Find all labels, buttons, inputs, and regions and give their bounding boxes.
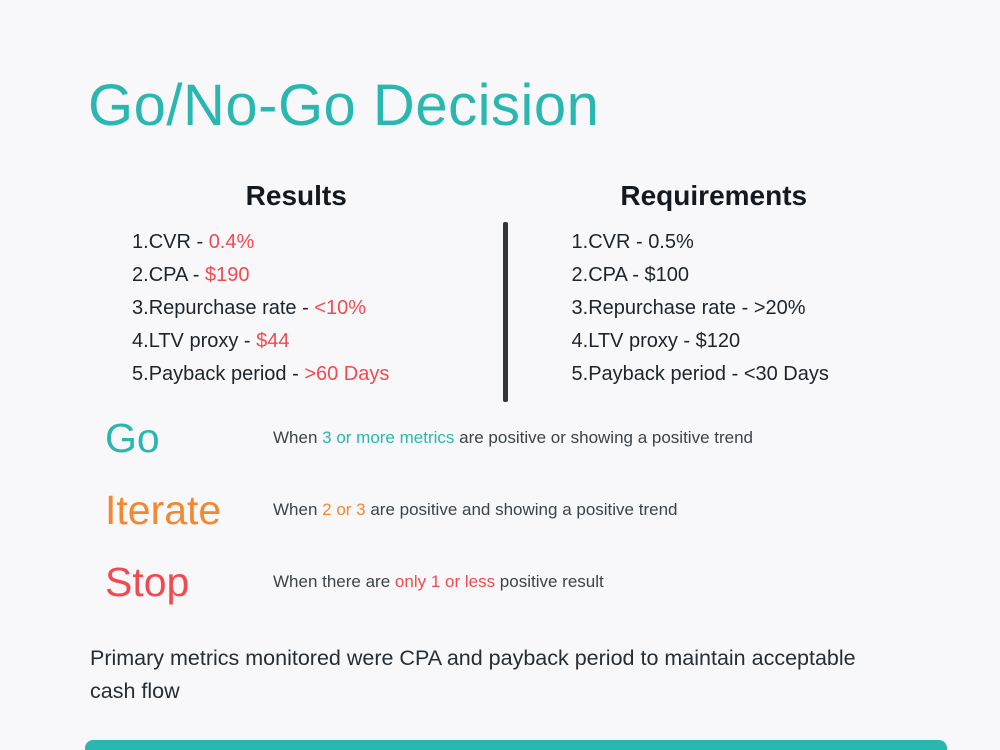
metric-value: $120	[695, 330, 741, 352]
list-item: Payback period - <30 Days	[572, 358, 921, 391]
metric-label: CVR -	[148, 231, 209, 253]
decision-row-stop: Stop When there are only 1 or less posit…	[105, 558, 945, 606]
metric-value: >20%	[753, 297, 806, 319]
desc-highlight: 3 or more metrics	[322, 428, 455, 447]
desc-highlight: 2 or 3	[322, 500, 366, 519]
desc-suffix: are positive or showing a positive trend	[454, 428, 753, 447]
page-title: Go/No-Go Decision	[88, 73, 600, 138]
metric-value: $100	[644, 264, 690, 286]
metric-label: Repurchase rate -	[148, 297, 315, 319]
decision-row-iterate: Iterate When 2 or 3 are positive and sho…	[105, 486, 945, 534]
requirements-list: CVR - 0.5% CPA - $100 Repurchase rate - …	[508, 226, 921, 391]
metric-value: $44	[256, 330, 290, 352]
metric-value: $190	[205, 264, 250, 286]
metric-value: 0.5%	[648, 231, 694, 253]
results-heading: Results	[245, 180, 347, 211]
metric-label: CPA -	[588, 264, 645, 286]
list-item: Repurchase rate - <10%	[132, 292, 503, 325]
metric-value: <10%	[314, 297, 367, 319]
results-column: Results CVR - 0.4% CPA - $190 Repurchase…	[90, 180, 503, 402]
iterate-description: When 2 or 3 are positive and showing a p…	[273, 500, 677, 520]
list-item: CPA - $100	[572, 259, 921, 292]
list-item: LTV proxy - $44	[132, 325, 503, 358]
decision-row-go: Go When 3 or more metrics are positive o…	[105, 414, 945, 462]
list-item: CVR - 0.5%	[572, 226, 921, 259]
decision-rules: Go When 3 or more metrics are positive o…	[105, 414, 945, 630]
metric-label: CVR -	[588, 231, 649, 253]
desc-suffix: positive result	[495, 572, 604, 591]
bottom-accent-bar	[85, 740, 947, 750]
go-label: Go	[105, 415, 160, 461]
metric-label: Payback period -	[588, 363, 744, 385]
metric-label: Repurchase rate -	[588, 297, 754, 319]
list-item: CVR - 0.4%	[132, 226, 503, 259]
column-divider	[502, 222, 508, 402]
metric-label: LTV proxy -	[148, 330, 257, 352]
list-item: CPA - $190	[132, 259, 503, 292]
results-list: CVR - 0.4% CPA - $190 Repurchase rate - …	[90, 226, 503, 391]
requirements-heading: Requirements	[620, 180, 808, 211]
stop-description: When there are only 1 or less positive r…	[273, 572, 604, 592]
metric-label: Payback period -	[148, 363, 305, 385]
desc-prefix: When	[273, 500, 323, 519]
metric-value: <30 Days	[743, 363, 829, 385]
iterate-label: Iterate	[105, 487, 222, 533]
metric-value: >60 Days	[304, 363, 390, 385]
go-description: When 3 or more metrics are positive or s…	[273, 428, 753, 448]
metric-value: 0.4%	[208, 231, 255, 253]
desc-suffix: are positive and showing a positive tren…	[365, 500, 678, 519]
desc-prefix: When	[273, 428, 323, 447]
metric-label: CPA -	[148, 264, 205, 286]
footer-note: Primary metrics monitored were CPA and p…	[90, 646, 856, 703]
desc-highlight: only 1 or less	[394, 572, 496, 591]
comparison-section: Results CVR - 0.4% CPA - $190 Repurchase…	[90, 180, 920, 402]
desc-prefix: When there are	[273, 572, 395, 591]
list-item: Repurchase rate - >20%	[572, 292, 921, 325]
stop-label: Stop	[105, 559, 190, 605]
list-item: LTV proxy - $120	[572, 325, 921, 358]
list-item: Payback period - >60 Days	[132, 358, 503, 391]
metric-label: LTV proxy -	[588, 330, 696, 352]
requirements-column: Requirements CVR - 0.5% CPA - $100 Repur…	[508, 180, 921, 402]
